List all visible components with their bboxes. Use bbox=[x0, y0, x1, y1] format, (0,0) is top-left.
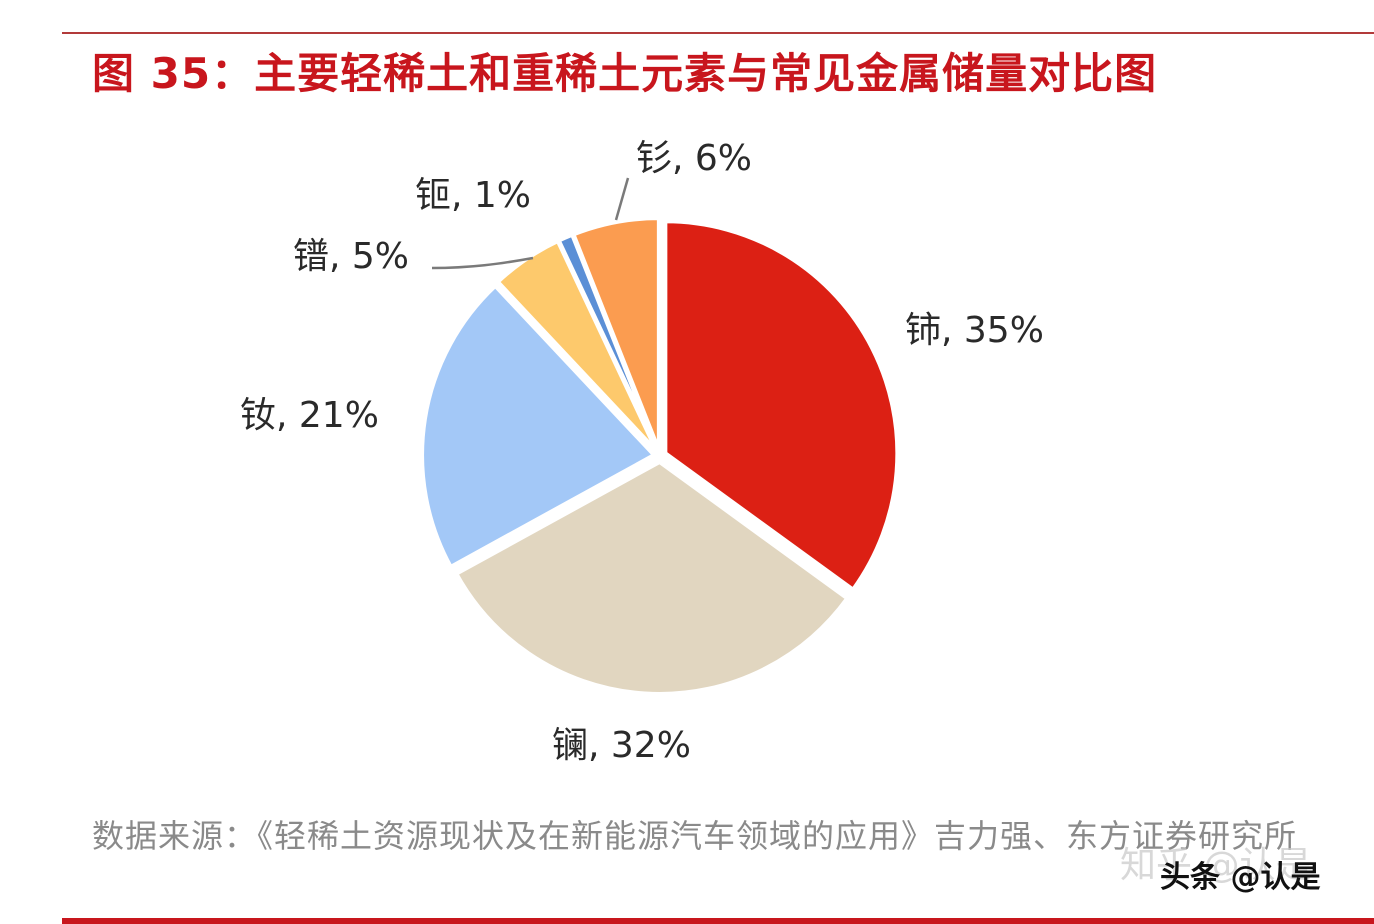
bottom-divider bbox=[62, 918, 1374, 924]
label-pm: 钷, 1% bbox=[415, 175, 531, 216]
leader-line-sm bbox=[614, 177, 630, 221]
watermark-toutiao: 头条 @认是 bbox=[1160, 860, 1321, 895]
pie-slice-铈 bbox=[663, 219, 900, 593]
pie-slice-钐 bbox=[570, 216, 661, 451]
label-pr: 镨, 5% bbox=[293, 236, 409, 277]
label-la: 镧, 32% bbox=[552, 725, 691, 766]
pie-slice-镧 bbox=[453, 459, 851, 696]
label-sm: 钐, 6% bbox=[636, 138, 752, 179]
watermark-zhihu: 知乎 @认是 bbox=[1120, 845, 1312, 886]
top-divider bbox=[62, 32, 1374, 34]
leader-line-pr bbox=[431, 256, 534, 270]
label-nd: 钕, 21% bbox=[240, 395, 379, 436]
data-source-note: 数据来源：《轻稀土资源现状及在新能源汽车领域的应用》吉力强、东方证券研究所 bbox=[92, 817, 1298, 855]
pie-slice-钕 bbox=[420, 283, 658, 570]
label-ce: 铈, 35% bbox=[905, 310, 1044, 351]
pie-slices bbox=[420, 216, 900, 696]
chart-title: 图 35：主要轻稀土和重稀土元素与常见金属储量对比图 bbox=[92, 49, 1158, 98]
